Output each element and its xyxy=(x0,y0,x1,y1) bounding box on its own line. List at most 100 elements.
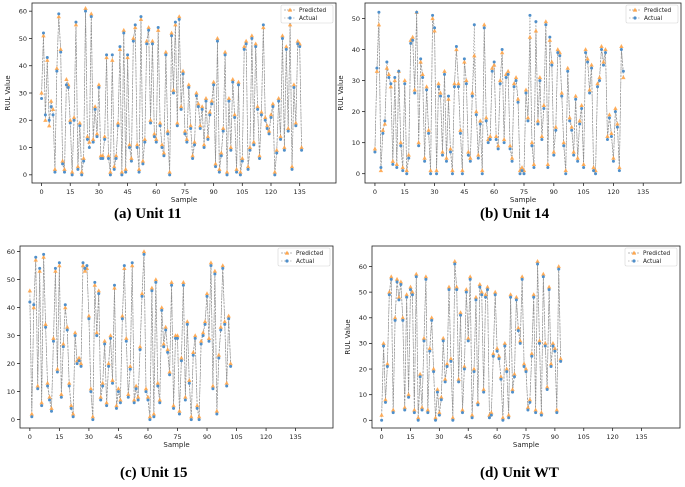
actual-point xyxy=(512,85,516,89)
actual-point xyxy=(229,364,233,368)
predicted-point xyxy=(619,44,624,49)
actual-point xyxy=(609,134,613,138)
predicted-point xyxy=(157,397,162,402)
actual-point xyxy=(55,370,59,374)
actual-point xyxy=(215,412,219,416)
actual-point xyxy=(256,107,260,111)
actual-point xyxy=(550,63,554,67)
actual-point xyxy=(120,317,124,321)
predicted-point xyxy=(458,127,463,132)
predicted-point xyxy=(50,106,56,111)
predicted-point xyxy=(191,350,196,354)
predicted-point xyxy=(575,155,580,160)
actual-point xyxy=(95,334,99,338)
predicted-point xyxy=(392,78,398,83)
predicted-point xyxy=(127,142,132,147)
actual-point xyxy=(140,294,144,298)
predicted-point xyxy=(561,140,566,145)
actual-point xyxy=(85,137,89,141)
predicted-point xyxy=(551,149,557,154)
x-tick-label: 0 xyxy=(28,433,32,441)
actual-point xyxy=(63,170,67,174)
predicted-point xyxy=(554,407,559,412)
actual-point xyxy=(59,50,63,54)
x-tick-label: 0 xyxy=(39,188,43,196)
actual-point xyxy=(265,126,269,130)
actual-point xyxy=(67,384,71,388)
chart-caption-unit-11: (a) Unit 11 xyxy=(114,206,182,222)
predicted-point xyxy=(420,71,425,76)
actual-point xyxy=(87,146,91,150)
predicted-point xyxy=(389,274,394,279)
actual-point xyxy=(494,138,498,142)
actual-point xyxy=(108,173,112,177)
actual-point xyxy=(40,96,44,100)
actual-point xyxy=(246,167,250,171)
predicted-point xyxy=(264,123,270,128)
actual-point xyxy=(428,349,432,353)
predicted-point xyxy=(210,383,216,388)
predicted-point xyxy=(49,406,54,410)
predicted-point xyxy=(240,156,245,161)
predicted-point xyxy=(171,87,176,92)
predicted-point xyxy=(83,6,88,11)
predicted-point xyxy=(184,136,190,141)
actual-point xyxy=(491,354,495,358)
actual-point xyxy=(47,118,51,122)
predicted-point xyxy=(159,142,165,147)
predicted-point xyxy=(404,168,409,173)
actual-point xyxy=(63,303,67,307)
predicted-point xyxy=(104,55,109,60)
y-tick-label: 50 xyxy=(359,288,367,296)
x-tick-label: 60 xyxy=(493,433,501,441)
predicted-point xyxy=(400,315,405,320)
predicted-point xyxy=(466,149,471,154)
predicted-point xyxy=(565,65,570,70)
predicted-point xyxy=(485,284,490,289)
predicted-point xyxy=(541,103,547,108)
actual-point xyxy=(55,69,59,73)
predicted-point xyxy=(64,76,69,81)
actual-point xyxy=(69,406,73,410)
predicted-point xyxy=(481,387,486,392)
predicted-point xyxy=(467,274,473,279)
x-tick-label: 120 xyxy=(265,188,277,196)
actual-point xyxy=(433,26,437,30)
actual-point xyxy=(51,339,55,343)
x-tick-label: 45 xyxy=(460,188,468,196)
predicted-point xyxy=(499,50,505,55)
predicted-point xyxy=(417,371,423,376)
actual-point xyxy=(213,272,217,276)
actual-point xyxy=(131,39,135,43)
actual-point xyxy=(122,264,126,268)
predicted-point xyxy=(217,166,222,171)
predicted-point xyxy=(489,65,495,70)
actual-point xyxy=(383,119,387,123)
predicted-point xyxy=(408,284,413,289)
actual-point xyxy=(134,387,138,391)
predicted-point xyxy=(194,403,200,408)
actual-point xyxy=(168,373,172,377)
predicted-point xyxy=(198,123,203,128)
predicted-point xyxy=(146,25,151,30)
actual-point xyxy=(109,336,113,340)
predicted-point xyxy=(39,400,44,405)
actual-point xyxy=(181,283,185,287)
actual-point xyxy=(139,15,143,19)
actual-point xyxy=(128,146,132,150)
predicted-point xyxy=(85,134,90,139)
actual-point xyxy=(520,277,524,281)
predicted-point xyxy=(94,131,100,136)
predicted-point xyxy=(57,263,62,268)
predicted-point xyxy=(213,161,218,166)
predicted-point xyxy=(141,249,147,254)
actual-point xyxy=(601,63,605,67)
predicted-point xyxy=(521,361,527,366)
actual-point xyxy=(462,367,466,371)
actual-point xyxy=(275,151,279,155)
actual-point xyxy=(444,159,448,163)
predicted-point xyxy=(473,294,479,299)
predicted-point xyxy=(385,361,390,366)
actual-point xyxy=(512,375,516,379)
actual-point xyxy=(122,31,126,35)
